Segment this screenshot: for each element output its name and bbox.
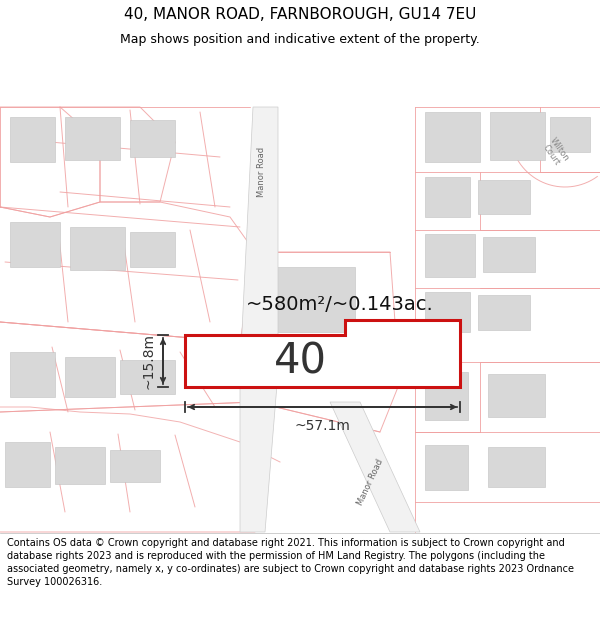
Polygon shape [130, 232, 175, 267]
Text: 40, MANOR ROAD, FARNBOROUGH, GU14 7EU: 40, MANOR ROAD, FARNBOROUGH, GU14 7EU [124, 7, 476, 22]
Polygon shape [110, 450, 160, 482]
Text: Wilton
Court: Wilton Court [539, 136, 571, 169]
Polygon shape [425, 372, 468, 420]
Text: Contains OS data © Crown copyright and database right 2021. This information is : Contains OS data © Crown copyright and d… [7, 538, 574, 588]
Polygon shape [10, 222, 60, 267]
Polygon shape [425, 177, 470, 217]
Polygon shape [488, 374, 545, 417]
Polygon shape [483, 237, 535, 272]
Polygon shape [10, 352, 55, 397]
Polygon shape [240, 107, 278, 532]
Polygon shape [425, 112, 480, 162]
Polygon shape [550, 117, 590, 152]
Text: ~15.8m: ~15.8m [141, 333, 155, 389]
Polygon shape [130, 120, 175, 157]
Polygon shape [265, 267, 355, 332]
Text: 40: 40 [274, 340, 326, 382]
Text: Manor Road: Manor Road [355, 458, 385, 507]
Text: Manor Road: Manor Road [257, 147, 266, 197]
Polygon shape [55, 447, 105, 484]
Polygon shape [120, 360, 175, 394]
Text: ~57.1m: ~57.1m [294, 419, 350, 433]
Text: Map shows position and indicative extent of the property.: Map shows position and indicative extent… [120, 32, 480, 46]
Polygon shape [425, 292, 470, 332]
Polygon shape [478, 180, 530, 214]
Polygon shape [478, 295, 530, 330]
Polygon shape [5, 442, 50, 487]
Polygon shape [185, 320, 460, 387]
Polygon shape [490, 112, 545, 160]
Polygon shape [425, 445, 468, 490]
Polygon shape [488, 447, 545, 487]
Polygon shape [65, 117, 120, 160]
Polygon shape [65, 357, 115, 397]
Polygon shape [70, 227, 125, 270]
Polygon shape [330, 402, 420, 532]
Polygon shape [10, 117, 55, 162]
Text: ~580m²/~0.143ac.: ~580m²/~0.143ac. [246, 294, 434, 314]
Polygon shape [425, 234, 475, 277]
